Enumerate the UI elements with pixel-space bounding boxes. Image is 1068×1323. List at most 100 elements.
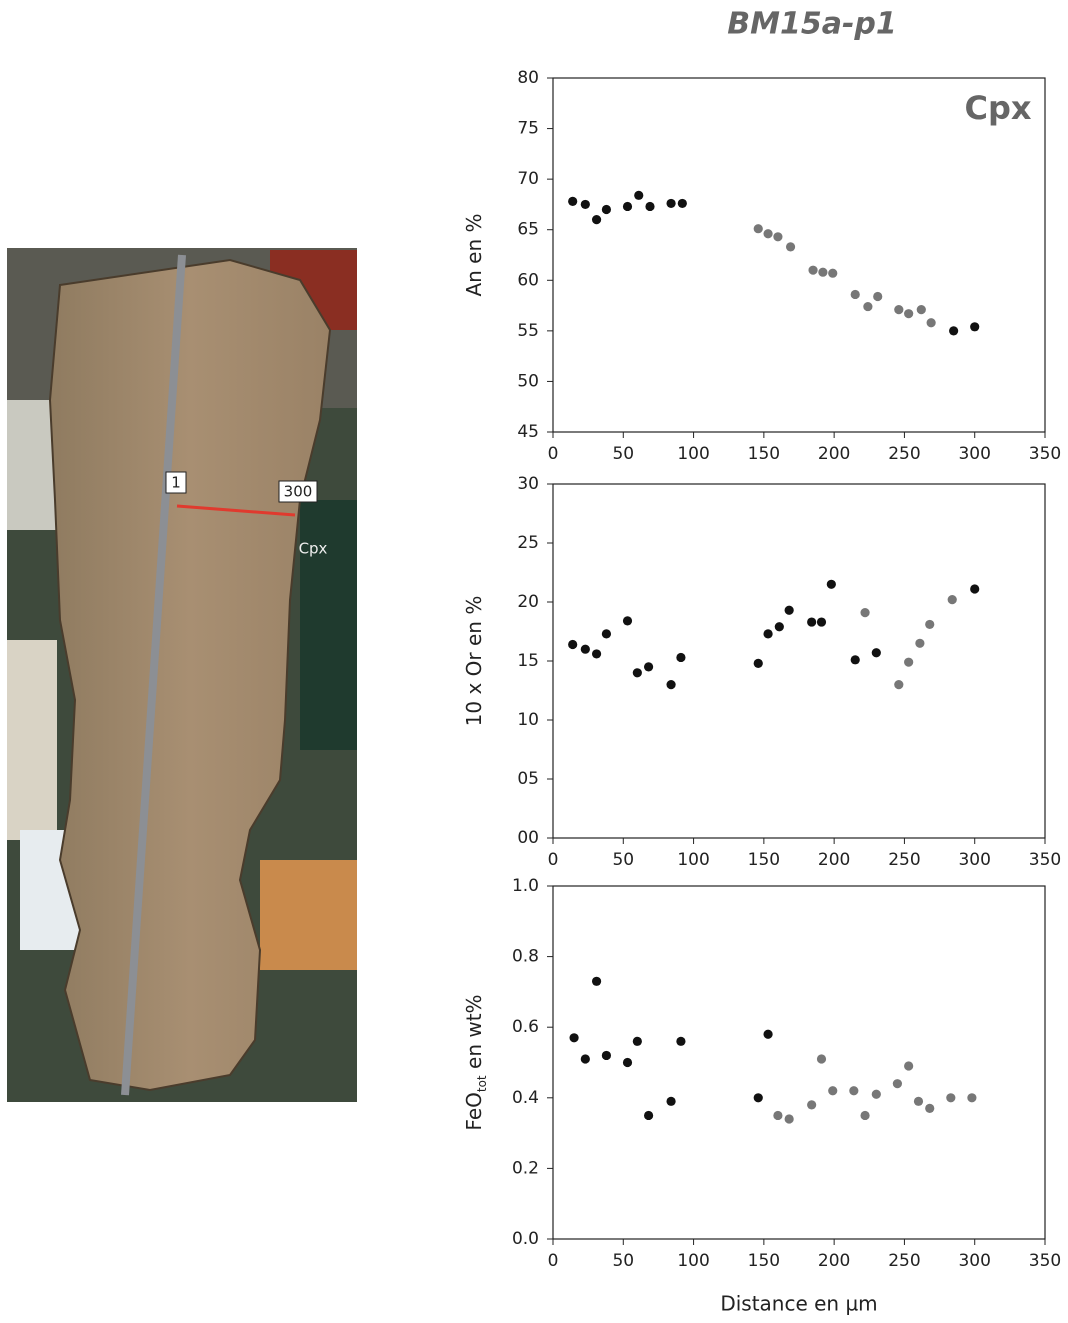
y-axis-label-part: FeO [462,1092,486,1130]
plot-frame [552,885,1046,1240]
data-point [601,629,612,639]
data-point [816,1054,827,1064]
data-point [828,268,838,278]
y-tick-label: 0.2 [512,1158,539,1178]
data-point [643,1110,654,1121]
data-point [873,291,883,302]
x-axis-label: Distance en µm [720,1292,877,1316]
data-point [666,1096,676,1106]
photo-label: 300 [284,483,313,501]
data-point [676,652,686,663]
data-point [871,1089,881,1099]
y-tick-label: 30 [517,474,539,494]
data-point [568,639,578,650]
y-tick-label: 0.4 [512,1088,539,1108]
x-tick-label: 200 [818,1251,850,1271]
data-point [569,1033,579,1043]
data-point [970,322,980,332]
data-point [591,976,602,986]
x-tick-label: 100 [677,444,709,464]
data-point [860,1110,870,1121]
y-tick-label: 55 [517,321,539,341]
data-point [784,1114,794,1124]
data-point [753,658,763,668]
y-axis-label: FeOtot en wt% [462,994,489,1130]
data-point [784,605,794,615]
y-tick-label: 1.0 [512,876,539,896]
data-point [763,629,773,639]
data-point [622,1057,633,1068]
x-tick-label: 200 [818,850,850,870]
y-axis-label-part: en wt% [462,994,486,1075]
y-axis-label: 10 x Or en % [462,596,486,727]
data-point [904,309,914,319]
data-point [863,301,873,312]
y-tick-label: 25 [517,533,539,553]
x-tick-label: 250 [888,1251,920,1271]
x-tick-label: 100 [677,850,709,870]
data-point [894,305,904,315]
data-point [763,1029,773,1039]
data-point [949,326,959,336]
data-point [677,198,687,209]
annotation: Cpx [964,89,1031,127]
x-tick-label: 50 [612,444,634,464]
x-tick-label: 150 [748,444,780,464]
x-tick-label: 150 [748,1251,780,1271]
data-point [622,201,633,212]
x-tick-label: 200 [818,444,850,464]
data-point [676,1036,686,1046]
data-point [622,616,633,626]
x-tick-label: 150 [748,850,780,870]
y-axis-label-part: 10 x Or en % [462,596,486,727]
y-tick-label: 20 [517,592,539,612]
data-point [632,1036,642,1046]
data-point [753,224,763,234]
data-point [860,608,870,618]
x-tick-label: 0 [548,444,559,464]
data-point [894,680,904,690]
figure-title: BM15a-p1 [727,7,897,42]
x-tick-label: 0 [548,1251,559,1271]
data-point [913,1096,924,1106]
y-tick-label: 0.0 [512,1229,539,1249]
x-tick-label: 50 [612,1251,634,1271]
x-tick-label: 300 [958,1251,990,1271]
data-point [666,680,676,690]
data-point [601,1050,612,1061]
data-point [947,595,957,605]
data-point [580,199,590,210]
data-point [828,1086,838,1096]
x-tick-label: 300 [958,850,990,870]
data-point [785,242,796,252]
data-point [643,662,654,672]
x-tick-label: 350 [1029,850,1061,870]
y-axis-label: An en % [462,213,486,296]
data-point [807,1100,817,1110]
plot-frame [552,483,1046,839]
data-point [634,190,644,200]
data-point [807,617,817,627]
data-point [666,198,676,209]
data-point [904,657,914,667]
data-point [645,201,655,212]
data-point [871,648,881,658]
photo-label: Cpx [299,540,328,558]
data-point [925,1103,935,1113]
data-point [915,638,925,648]
data-point [773,232,783,242]
data-point [916,305,926,315]
data-point [826,579,836,589]
data-point [632,668,642,678]
y-tick-label: 00 [517,828,539,848]
data-point [816,617,827,627]
y-tick-label: 0.6 [512,1017,539,1037]
data-point [925,619,935,630]
data-point [763,229,773,239]
y-tick-label: 80 [517,68,539,88]
data-point [850,289,860,300]
data-point [892,1079,903,1089]
y-tick-label: 0.8 [512,947,539,967]
y-tick-label: 50 [517,371,539,391]
